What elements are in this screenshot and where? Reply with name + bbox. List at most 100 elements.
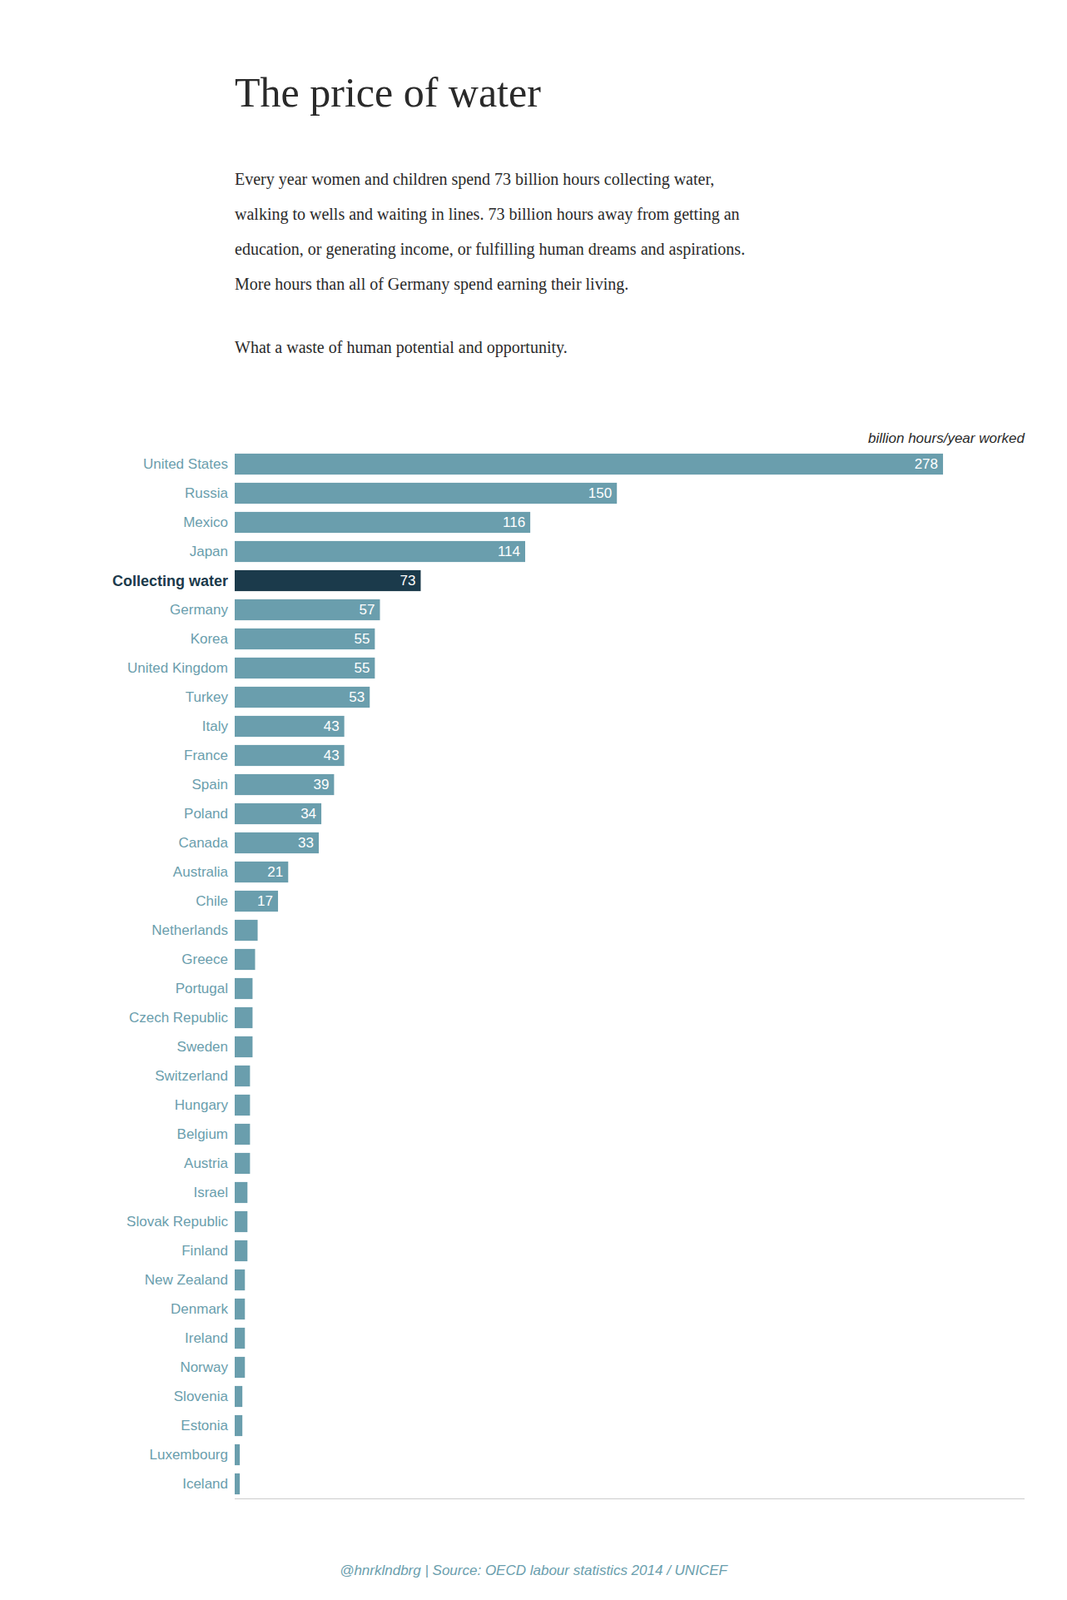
bar	[234, 919, 259, 941]
tick-label: New Zealand	[144, 1271, 229, 1288]
bar	[234, 1007, 253, 1028]
tick-label: Australia	[173, 863, 229, 880]
bar	[234, 715, 345, 737]
title: The price of water	[234, 69, 541, 116]
tick-label: United Kingdom	[127, 660, 229, 676]
bar	[234, 832, 319, 854]
tick-label: Slovak Republic	[126, 1213, 229, 1230]
bar	[234, 744, 345, 766]
tick-label: Chile	[195, 893, 229, 909]
tick-label: Denmark	[170, 1300, 229, 1317]
tick-label: Japan	[189, 543, 229, 560]
tick-label: Collecting water	[112, 572, 229, 590]
data-label: 116	[502, 514, 526, 531]
subtitle: More hours than all of Germany spend ear…	[234, 274, 629, 294]
data-label: 43	[323, 718, 340, 735]
data-label: 43	[323, 747, 340, 764]
bar	[234, 1298, 245, 1320]
bar	[234, 1065, 250, 1087]
tick-label: Hungary	[174, 1096, 229, 1113]
annotation: What a waste of human potential and oppo…	[234, 337, 568, 358]
tick-label: Korea	[190, 630, 229, 647]
bar	[234, 1036, 253, 1058]
tick-label: Israel	[193, 1184, 229, 1201]
data-label: 150	[588, 485, 612, 502]
tick-label: Poland	[183, 805, 229, 822]
chart: The price of water Every year women and c…	[0, 0, 1067, 1600]
bar	[234, 1473, 240, 1494]
bar	[234, 686, 370, 708]
tick-label: Germany	[169, 601, 229, 618]
tick-label: Norway	[179, 1359, 229, 1375]
tick-label: Slovenia	[173, 1388, 229, 1405]
data-label: 53	[348, 689, 365, 705]
labels: United States 278 Russia 150 Mexico 116 Japan 1…	[112, 456, 938, 1492]
data-label: 73	[400, 572, 417, 589]
tick-label: Estonia	[180, 1417, 229, 1434]
tick-label: Portugal	[175, 980, 229, 997]
bar	[234, 890, 278, 912]
bar	[234, 453, 943, 475]
tick-label: Luxembourg	[148, 1446, 229, 1463]
bars	[234, 453, 943, 1494]
bar	[234, 1181, 248, 1203]
bar	[234, 628, 375, 650]
data-label: 39	[312, 776, 329, 793]
data-label: 55	[353, 660, 370, 676]
tick-label: Russia	[184, 485, 229, 502]
tick-label: Turkey	[185, 689, 229, 705]
tick-label: United States	[143, 456, 229, 472]
data-label: 57	[359, 601, 376, 618]
tick-label: Ireland	[184, 1330, 229, 1346]
subtitle: Every year women and children spend 73 b…	[234, 169, 715, 189]
x-axis-line	[234, 1498, 1025, 1499]
bar	[234, 774, 334, 795]
bar	[234, 1094, 250, 1116]
bar	[234, 657, 375, 679]
data-label: 17	[257, 893, 273, 909]
tick-label: Sweden	[177, 1038, 229, 1055]
bar	[234, 1210, 248, 1232]
tick-label: Austria	[183, 1155, 229, 1172]
bar	[234, 1414, 243, 1436]
tick-label: Finland	[181, 1242, 229, 1259]
bar	[234, 948, 255, 970]
tick-label: Czech Republic	[129, 1009, 229, 1026]
bar	[234, 861, 288, 883]
bar	[234, 570, 421, 591]
bar	[234, 977, 253, 999]
data-label: 21	[267, 863, 283, 880]
bar	[234, 482, 617, 504]
bar	[234, 599, 380, 621]
bar	[234, 1269, 245, 1291]
tick-label: Greece	[181, 951, 229, 968]
data-label: 34	[300, 805, 317, 822]
bar	[234, 511, 531, 533]
bar	[234, 1356, 245, 1378]
tick-label: Netherlands	[151, 922, 229, 938]
tick-label: Italy	[202, 718, 229, 735]
footer: @hnrklndbrg | Source: OECD labour statis…	[339, 1562, 729, 1579]
data-label: 55	[353, 630, 370, 647]
tick-label: Switzerland	[154, 1067, 229, 1084]
data-label: 278	[914, 456, 938, 472]
data-label: 33	[297, 834, 314, 851]
bar	[234, 1385, 243, 1407]
tick-label: Belgium	[177, 1126, 229, 1142]
bar	[234, 1123, 250, 1145]
tick-label: France	[183, 747, 229, 764]
bar	[234, 1240, 248, 1261]
bar	[234, 1444, 240, 1465]
subtitle: education, or generating income, or fulf…	[234, 239, 745, 259]
data-label: 114	[497, 543, 521, 560]
axis-label: billion hours/year worked	[868, 430, 1026, 447]
tick-label: Mexico	[183, 514, 229, 531]
tick-label: Canada	[178, 834, 229, 851]
bar	[234, 1152, 250, 1174]
bar	[234, 1327, 245, 1349]
background	[0, 0, 1067, 1600]
tick-label: Spain	[192, 776, 229, 793]
subtitle: walking to wells and waiting in lines. 7…	[234, 204, 740, 224]
tick-label: Iceland	[182, 1475, 229, 1492]
bar	[234, 540, 526, 562]
